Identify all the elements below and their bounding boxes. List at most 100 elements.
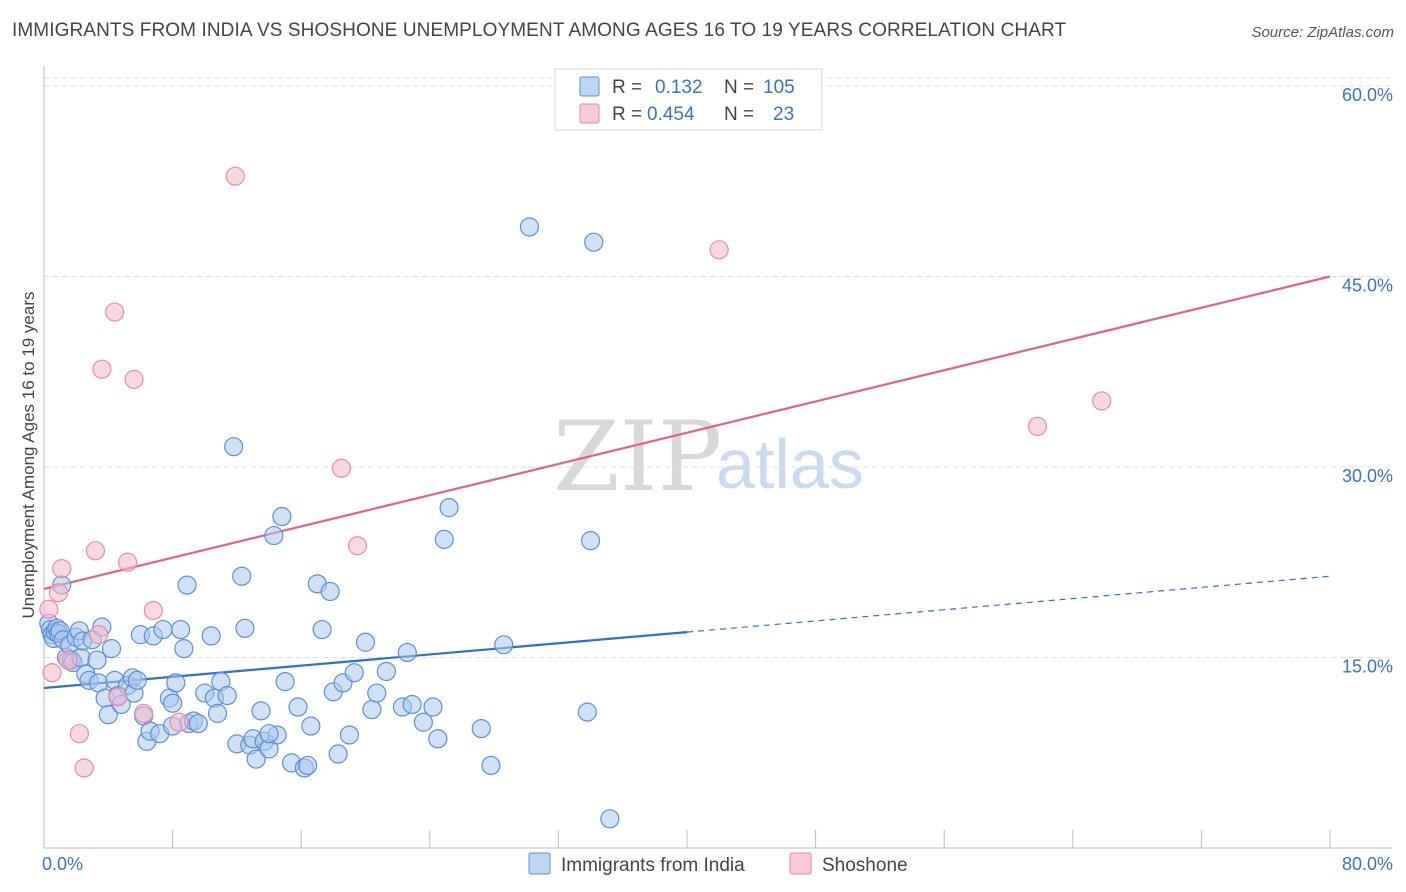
point-india	[163, 693, 183, 713]
legend-n-label: N =	[724, 77, 754, 98]
point-shoshone	[143, 600, 163, 621]
point-shoshone	[52, 558, 72, 579]
point-india	[188, 713, 208, 734]
trend-line-india	[43, 631, 688, 690]
trend-lines	[43, 275, 1331, 690]
point-india	[301, 716, 321, 736]
point-india	[153, 619, 173, 640]
point-shoshone	[347, 536, 368, 556]
point-india	[177, 575, 197, 595]
legend-r-value: 0.132	[655, 77, 703, 98]
tick-labels: 15.0% 30.0% 45.0% 60.0% 0.0% 80.0%	[42, 85, 1393, 874]
point-india	[577, 702, 597, 722]
point-india	[434, 529, 454, 549]
point-shoshone	[117, 552, 138, 572]
axes	[43, 66, 1392, 849]
point-shoshone	[331, 458, 351, 478]
point-shoshone	[169, 712, 189, 732]
point-india	[320, 581, 340, 602]
point-shoshone	[74, 758, 94, 778]
point-india	[328, 744, 348, 764]
point-india	[600, 809, 620, 829]
point-india	[519, 217, 540, 237]
point-shoshone	[39, 599, 59, 619]
series-india	[39, 217, 620, 829]
point-india	[580, 531, 601, 551]
point-shoshone	[124, 369, 144, 389]
scatter-points	[39, 166, 1112, 829]
point-india	[217, 685, 237, 706]
legend-n-label: N =	[724, 104, 754, 125]
point-shoshone	[1092, 391, 1112, 411]
legend-n-value: 23	[773, 104, 794, 125]
point-india	[298, 755, 318, 776]
point-india	[101, 639, 122, 659]
point-shoshone	[92, 359, 112, 379]
point-shoshone	[134, 703, 154, 723]
point-shoshone	[709, 240, 729, 260]
x-tick-label: 0.0%	[42, 854, 83, 874]
point-shoshone	[85, 541, 106, 561]
y-tick-label: 15.0%	[1342, 657, 1393, 677]
point-india	[339, 725, 360, 745]
legend-swatch-india	[579, 76, 600, 97]
point-india	[494, 635, 514, 655]
y-tick-label: 60.0%	[1342, 85, 1393, 105]
point-india	[201, 626, 221, 646]
point-india	[235, 618, 255, 638]
point-shoshone	[105, 302, 125, 322]
point-india	[423, 697, 443, 717]
point-india	[376, 661, 396, 682]
point-india	[275, 672, 295, 692]
point-india	[174, 639, 194, 659]
point-india	[166, 673, 186, 693]
legend-n-value: 105	[763, 77, 795, 98]
point-shoshone	[48, 583, 69, 603]
point-shoshone	[108, 687, 128, 707]
point-shoshone	[225, 166, 245, 186]
watermark-zip: ZIP	[553, 401, 722, 513]
legend-label-india: Immigrants from India	[561, 855, 745, 876]
legend-label-shoshone: Shoshone	[822, 855, 908, 876]
point-india	[251, 701, 271, 721]
trend-line-india-projection	[686, 575, 1331, 633]
point-shoshone	[89, 625, 109, 645]
point-shoshone	[42, 663, 62, 683]
legend-r-value: 0.454	[647, 104, 695, 125]
point-india	[402, 694, 422, 715]
point-india	[584, 232, 604, 252]
point-shoshone	[1027, 416, 1048, 436]
point-india	[288, 697, 308, 717]
point-india	[481, 755, 501, 776]
point-india	[439, 498, 459, 518]
point-india	[413, 712, 433, 732]
source-credit: Source: ZipAtlas.com	[1251, 24, 1394, 41]
y-axis-label: Unemployment Among Ages 16 to 19 years	[19, 292, 38, 619]
trend-line-shoshone	[43, 275, 1331, 590]
point-india	[272, 506, 292, 527]
point-india	[98, 705, 118, 725]
point-india	[367, 683, 387, 703]
legend-swatch-shoshone	[579, 103, 600, 124]
point-india	[471, 719, 491, 739]
point-india	[397, 642, 417, 663]
y-tick-label: 45.0%	[1342, 276, 1393, 296]
point-shoshone	[69, 724, 89, 744]
point-india	[224, 437, 244, 457]
point-shoshone	[58, 650, 78, 670]
legend-r-label: R =	[612, 104, 642, 125]
correlation-legend: R = 0.132 N = 105 R = 0.454 N = 23	[554, 68, 823, 131]
legend-swatch-india	[528, 852, 551, 875]
point-india	[208, 703, 228, 723]
point-india	[171, 619, 191, 640]
point-india	[264, 525, 284, 546]
point-india	[259, 724, 279, 744]
chart-title: IMMIGRANTS FROM INDIA VS SHOSHONE UNEMPL…	[12, 20, 1067, 41]
point-india	[87, 650, 107, 670]
point-india	[355, 632, 376, 652]
point-india	[344, 663, 364, 683]
point-india	[428, 729, 448, 749]
point-india	[312, 619, 332, 640]
series-shoshone	[39, 166, 1112, 778]
